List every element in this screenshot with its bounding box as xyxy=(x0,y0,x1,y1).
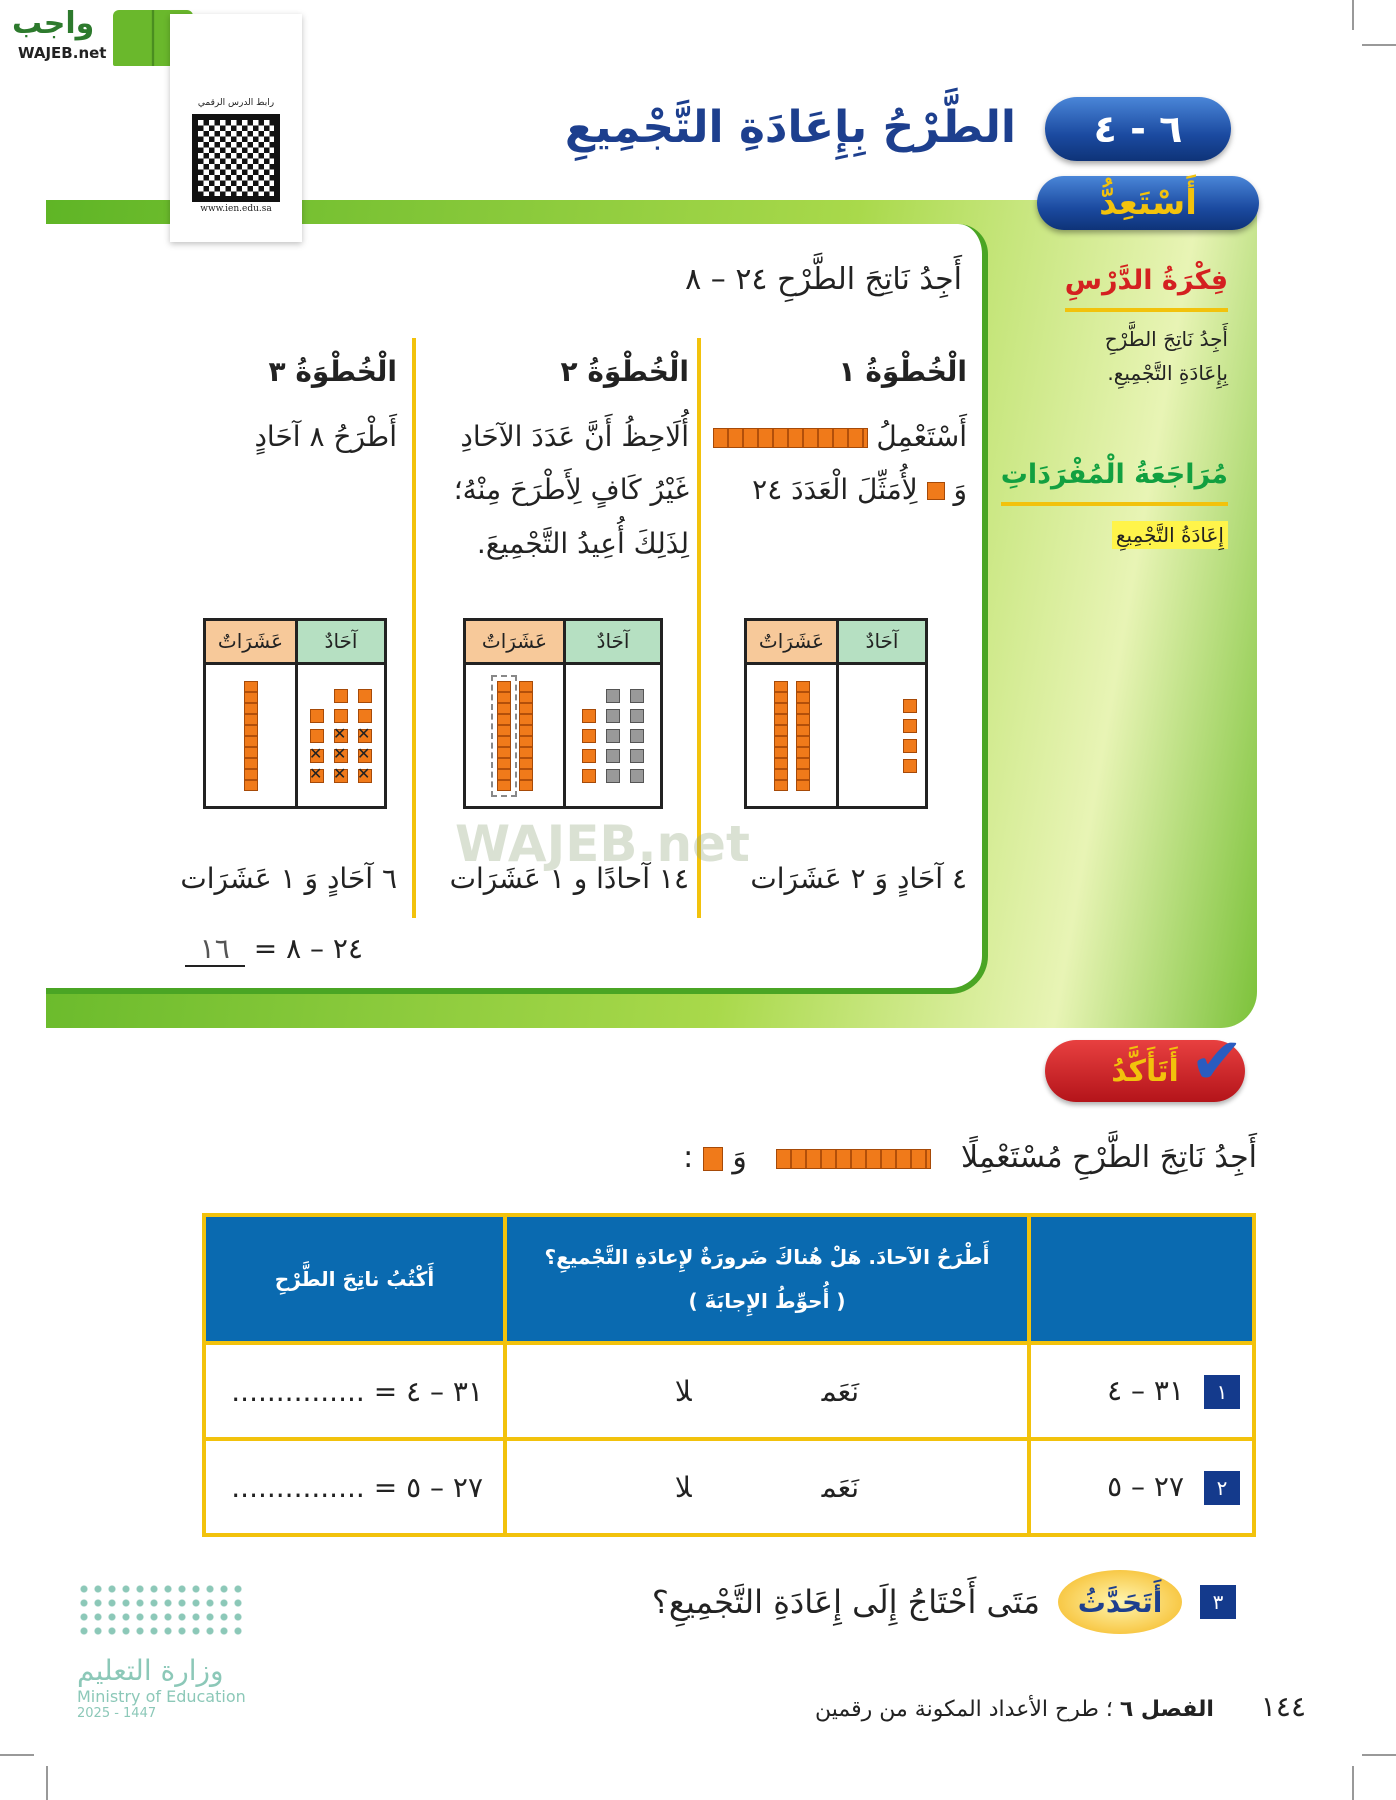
ten-rod-icon xyxy=(518,680,533,791)
vocab-term: إِعَادَةُ التَّجْمِيعِ xyxy=(1111,520,1228,549)
step-1-result: ٤ آحَادٍ وَ ٢ عَشَرَات xyxy=(750,862,967,895)
answer-field[interactable]: ٣١ – ٤ = ............... xyxy=(202,1341,507,1441)
answer-field[interactable]: ٢٧ – ٥ = ............... xyxy=(202,1437,507,1537)
ready-badge: أَسْتَعِدُّ xyxy=(1037,176,1259,230)
page-title: الطَّرْحُ بِإِعَادَةِ التَّجْمِيعِ xyxy=(564,102,1016,153)
task-text: أَجِدُ نَاتِجَ الطَّرْحِ ٢٤ – ٨ xyxy=(685,262,962,297)
lesson-number-badge: ٦ - ٤ xyxy=(1045,97,1231,161)
ten-rod-icon xyxy=(773,680,788,791)
crop-mark xyxy=(1362,44,1396,46)
ten-rod-icon xyxy=(776,1148,932,1169)
page-footer: ١٤٤ الفصل ٦ ؛ طرح الأعداد المكونة من رقم… xyxy=(815,1690,1306,1723)
qr-label: رابط الدرس الرقمي xyxy=(197,98,275,108)
crop-mark xyxy=(46,1766,48,1800)
crop-mark xyxy=(0,1754,34,1756)
answer-no[interactable]: لا xyxy=(674,1374,692,1408)
place-value-chart-2: آحَادٌ عَشَرَاتٌ xyxy=(463,618,663,809)
answer-yes[interactable]: نَعَم xyxy=(821,1374,860,1408)
step-2-result: ١٤ آحادًا و ١ عَشَرَات xyxy=(449,862,689,895)
unit-cube-icon xyxy=(702,1146,723,1171)
ten-rod-icon xyxy=(712,428,868,449)
step-1: الْخُطْوَةُ ١ أَسْتَعْمِلُ وَ لِأُمَثِّل… xyxy=(707,345,967,517)
checkmark-icon: ✔ xyxy=(1190,1025,1244,1099)
lesson-idea: فِكْرَةُ الدَّرْسِ أَجِدُ نَاتِجَ الطَّر… xyxy=(1018,258,1228,390)
table-row: ٢٢٧ – ٥ نَعَملا ٢٧ – ٥ = ............... xyxy=(202,1437,1256,1537)
crop-mark xyxy=(1362,1754,1396,1756)
step-3-result: ٦ آحَادٍ وَ ١ عَشَرَات xyxy=(180,862,397,895)
unit-cube-icon xyxy=(926,482,945,501)
qr-card[interactable]: رابط الدرس الرقمي www.ien.edu.sa xyxy=(170,14,302,242)
ministry-emblem-icon xyxy=(77,1582,247,1636)
ministry-logo: وزارة التعليم Ministry of Education 2025… xyxy=(77,1582,247,1721)
divider xyxy=(697,338,701,918)
divider xyxy=(412,338,416,918)
page-number: ١٤٤ xyxy=(1260,1690,1306,1723)
exercise-instruction: أَجِدُ نَاتِجَ الطَّرْحِ مُسْتَعْمِلًا و… xyxy=(683,1140,1257,1175)
table-row: ١٣١ – ٤ نَعَملا ٣١ – ٤ = ............... xyxy=(202,1341,1256,1441)
watermark: WAJEB.net xyxy=(455,815,750,873)
question-3: ٣ أَتَحَدَّثُ مَتَى أَحْتَاجُ إِلَى إِعَ… xyxy=(652,1570,1236,1634)
ten-rod-icon xyxy=(243,680,258,791)
regrouped-rod-icon xyxy=(490,674,517,797)
exercise-table: أَطْرَحُ الآحادَ. هَلْ هُناكَ ضَرورَةٌ ل… xyxy=(202,1213,1256,1537)
answer-blank: ١٦ xyxy=(184,932,245,967)
lesson-idea-title: فِكْرَةُ الدَّرْسِ xyxy=(1064,258,1228,312)
wajeb-logo: واجب WAJEB.net xyxy=(8,6,193,68)
qr-code[interactable] xyxy=(192,114,280,202)
step-2: الْخُطْوَةُ ٢ أُلَاحِظُ أَنَّ عَدَدَ الآ… xyxy=(453,355,689,560)
qr-url[interactable]: www.ien.edu.sa xyxy=(200,204,272,214)
answer-no[interactable]: لا xyxy=(674,1470,692,1504)
equation: ٢٤ – ٨ = ١٦ xyxy=(184,932,363,967)
ten-rod-icon xyxy=(795,680,810,791)
talk-bubble-icon: أَتَحَدَّثُ xyxy=(1058,1570,1182,1634)
vocab-review: مُرَاجَعَةُ الْمُفْرَدَاتِ إِعَادَةُ الت… xyxy=(998,452,1228,552)
crop-mark xyxy=(1352,0,1354,30)
step-3: الْخُطْوَةُ ٣ أَطْرَحُ ٨ آحَادٍ xyxy=(254,355,397,454)
place-value-chart-3: آحَادٌ عَشَرَاتٌ xyxy=(203,618,387,809)
crop-mark xyxy=(1352,1766,1354,1800)
example-panel xyxy=(46,224,988,994)
confirm-badge: أَتَأَكَّدُ xyxy=(1045,1040,1245,1102)
place-value-chart-1: آحَادٌ عَشَرَاتٌ xyxy=(744,618,928,809)
vocab-title: مُرَاجَعَةُ الْمُفْرَدَاتِ xyxy=(1000,452,1228,506)
answer-yes[interactable]: نَعَم xyxy=(821,1470,860,1504)
